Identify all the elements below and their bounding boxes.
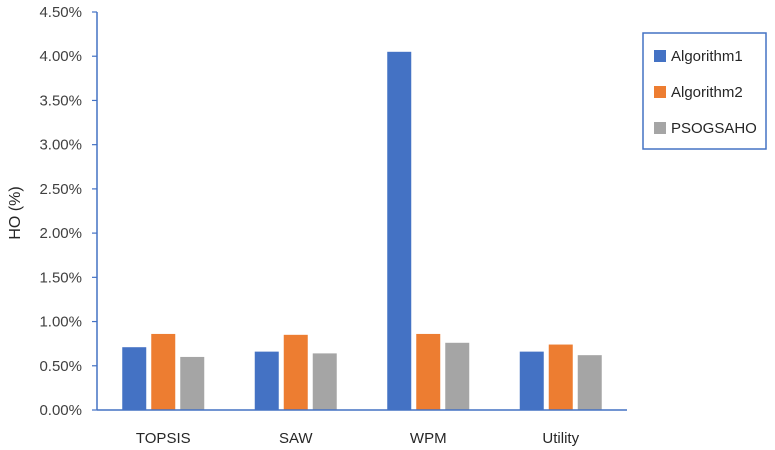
y-tick-label: 1.00% [39, 314, 82, 331]
y-tick-label: 3.50% [39, 92, 82, 109]
x-category-label: Utility [542, 430, 579, 447]
legend-swatch-psogsaho [654, 122, 666, 134]
legend-label-algorithm1: Algorithm1 [671, 48, 743, 65]
y-tick-label: 2.00% [39, 225, 82, 242]
y-axis-ticks: 0.00% 0.50% 1.00% 1.50% 2.00% 2.50% 3.00% 3.50%… [39, 4, 97, 419]
legend-swatch-algorithm1 [654, 50, 666, 62]
bar-algorithm2-wpm [416, 333, 441, 410]
x-category-label: SAW [279, 430, 313, 447]
x-category-label: TOPSIS [136, 430, 191, 447]
y-tick-label: 2.50% [39, 181, 82, 198]
y-tick-label: 4.50% [39, 4, 82, 21]
y-axis-label: HO (%) [7, 186, 24, 239]
x-axis-categories: TOPSIS SAW WPM Utility [136, 430, 580, 447]
legend-label-algorithm2: Algorithm2 [671, 84, 743, 101]
bar-algorithm1-topsis [122, 347, 147, 410]
bar-psogsaho-topsis [180, 356, 205, 410]
x-category-label: WPM [410, 430, 447, 447]
legend: Algorithm1 Algorithm2 PSOGSAHO [642, 32, 767, 150]
bar-psogsaho-utility [577, 355, 602, 410]
y-tick-label: 4.00% [39, 48, 82, 65]
bars [122, 51, 602, 411]
y-tick-label: 1.50% [39, 269, 82, 286]
legend-swatch-algorithm2 [654, 86, 666, 98]
y-tick-label: 0.00% [39, 402, 82, 419]
bar-algorithm1-saw [254, 351, 279, 410]
bar-algorithm1-utility [519, 351, 544, 410]
bar-psogsaho-wpm [445, 342, 470, 410]
legend-label-psogsaho: PSOGSAHO [671, 120, 757, 137]
y-tick-label: 0.50% [39, 358, 82, 375]
bar-psogsaho-saw [312, 353, 337, 410]
bar-algorithm2-utility [548, 344, 573, 410]
bar-algorithm2-topsis [151, 333, 176, 410]
y-tick-label: 3.00% [39, 137, 82, 154]
bar-algorithm1-wpm [387, 51, 412, 411]
bar-algorithm2-saw [283, 334, 308, 410]
